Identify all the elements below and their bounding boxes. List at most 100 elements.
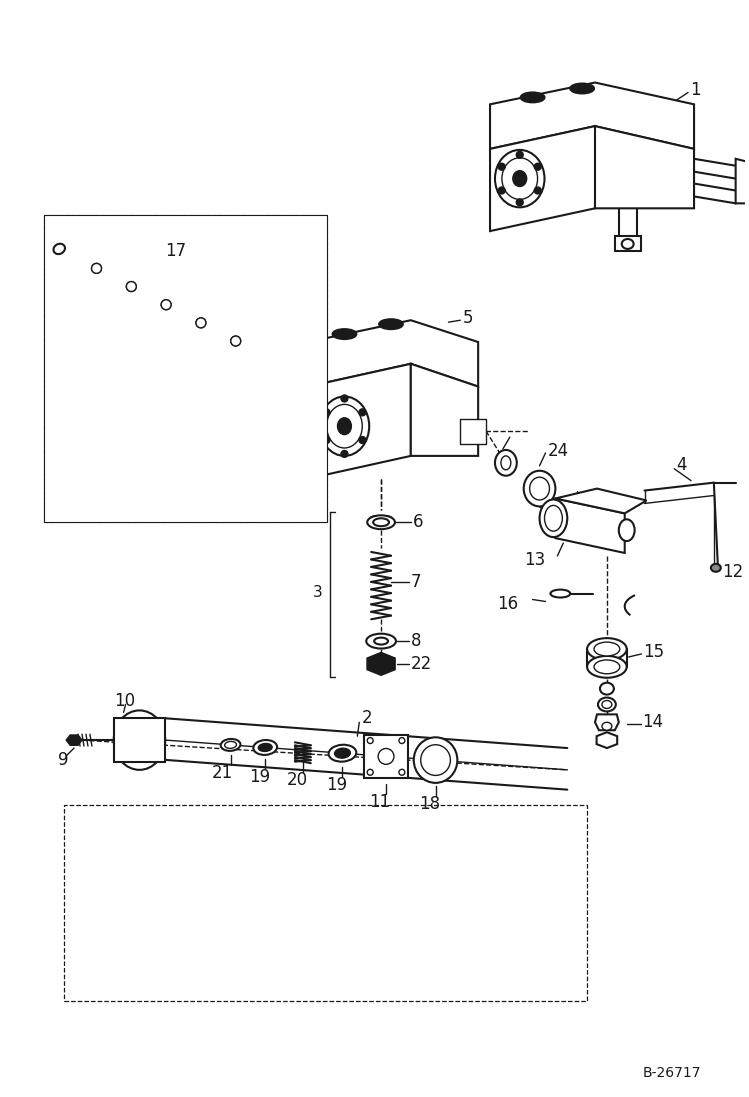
Ellipse shape xyxy=(221,739,240,750)
Text: 11: 11 xyxy=(369,793,391,811)
Ellipse shape xyxy=(258,744,272,751)
Circle shape xyxy=(91,263,101,273)
Text: 1: 1 xyxy=(690,81,701,100)
Bar xyxy=(44,215,327,522)
Ellipse shape xyxy=(513,171,527,186)
Ellipse shape xyxy=(524,471,556,507)
Circle shape xyxy=(127,282,136,292)
Ellipse shape xyxy=(501,456,511,470)
Text: 15: 15 xyxy=(643,643,664,661)
Ellipse shape xyxy=(333,329,357,339)
Circle shape xyxy=(341,451,348,457)
Text: 24: 24 xyxy=(548,442,568,460)
Circle shape xyxy=(127,282,136,292)
Polygon shape xyxy=(410,364,478,456)
Ellipse shape xyxy=(602,701,612,709)
Ellipse shape xyxy=(225,742,237,748)
Ellipse shape xyxy=(622,239,634,249)
Text: 16: 16 xyxy=(497,596,518,613)
Ellipse shape xyxy=(587,638,627,660)
Ellipse shape xyxy=(495,450,517,476)
Ellipse shape xyxy=(502,158,538,200)
Text: 7: 7 xyxy=(410,573,421,590)
Ellipse shape xyxy=(619,519,634,541)
Circle shape xyxy=(367,769,373,776)
Circle shape xyxy=(196,318,206,328)
Ellipse shape xyxy=(530,477,550,500)
Text: 13: 13 xyxy=(524,551,545,569)
Circle shape xyxy=(516,151,524,158)
Circle shape xyxy=(359,409,366,416)
Ellipse shape xyxy=(374,637,388,645)
Circle shape xyxy=(534,186,542,194)
Text: 10: 10 xyxy=(114,691,135,710)
Circle shape xyxy=(399,737,405,744)
Circle shape xyxy=(359,437,366,443)
Circle shape xyxy=(231,336,240,346)
Polygon shape xyxy=(308,320,478,386)
Text: 20: 20 xyxy=(286,771,308,789)
Ellipse shape xyxy=(551,589,570,598)
Text: 19: 19 xyxy=(249,768,270,787)
Circle shape xyxy=(196,318,206,328)
Text: 22: 22 xyxy=(410,655,432,672)
Circle shape xyxy=(534,163,542,170)
Ellipse shape xyxy=(132,732,148,749)
Polygon shape xyxy=(615,236,640,251)
Text: 14: 14 xyxy=(643,713,664,732)
Text: 4: 4 xyxy=(676,456,687,474)
Circle shape xyxy=(516,199,524,206)
Polygon shape xyxy=(308,364,410,478)
Ellipse shape xyxy=(594,642,619,656)
Circle shape xyxy=(498,163,505,170)
Text: 21: 21 xyxy=(212,764,233,782)
Ellipse shape xyxy=(711,564,721,572)
Circle shape xyxy=(161,299,171,309)
Ellipse shape xyxy=(587,656,627,678)
Circle shape xyxy=(341,395,348,402)
Polygon shape xyxy=(595,714,619,731)
Circle shape xyxy=(367,737,373,744)
Ellipse shape xyxy=(598,698,616,712)
Bar xyxy=(461,419,486,444)
Ellipse shape xyxy=(602,722,612,731)
Ellipse shape xyxy=(495,150,545,207)
Text: 3: 3 xyxy=(313,585,323,600)
Polygon shape xyxy=(66,735,82,745)
Bar xyxy=(44,215,327,522)
Circle shape xyxy=(498,186,505,194)
Ellipse shape xyxy=(253,740,277,755)
Ellipse shape xyxy=(421,745,450,776)
Text: 9: 9 xyxy=(58,751,69,769)
Polygon shape xyxy=(490,82,694,149)
Ellipse shape xyxy=(600,682,614,694)
Ellipse shape xyxy=(379,319,403,329)
Bar xyxy=(64,804,587,1000)
Ellipse shape xyxy=(545,506,562,531)
Polygon shape xyxy=(114,719,166,762)
Polygon shape xyxy=(556,488,646,513)
Polygon shape xyxy=(595,126,694,208)
Circle shape xyxy=(161,299,171,309)
Circle shape xyxy=(323,409,330,416)
Text: 2: 2 xyxy=(361,710,372,727)
Bar xyxy=(44,215,327,522)
Ellipse shape xyxy=(539,499,567,538)
Circle shape xyxy=(91,263,101,273)
Text: 8: 8 xyxy=(410,632,421,651)
Ellipse shape xyxy=(338,418,351,434)
Polygon shape xyxy=(556,498,625,553)
Circle shape xyxy=(231,336,240,346)
Ellipse shape xyxy=(373,518,389,527)
Polygon shape xyxy=(367,653,395,675)
Text: B-26717: B-26717 xyxy=(643,1066,701,1079)
Polygon shape xyxy=(490,126,595,231)
Ellipse shape xyxy=(329,745,357,761)
Text: 18: 18 xyxy=(419,794,440,813)
Ellipse shape xyxy=(335,748,351,758)
Circle shape xyxy=(378,748,394,765)
Text: 17: 17 xyxy=(166,242,187,260)
Ellipse shape xyxy=(327,405,363,448)
Polygon shape xyxy=(597,732,617,748)
Text: 19: 19 xyxy=(326,776,347,794)
